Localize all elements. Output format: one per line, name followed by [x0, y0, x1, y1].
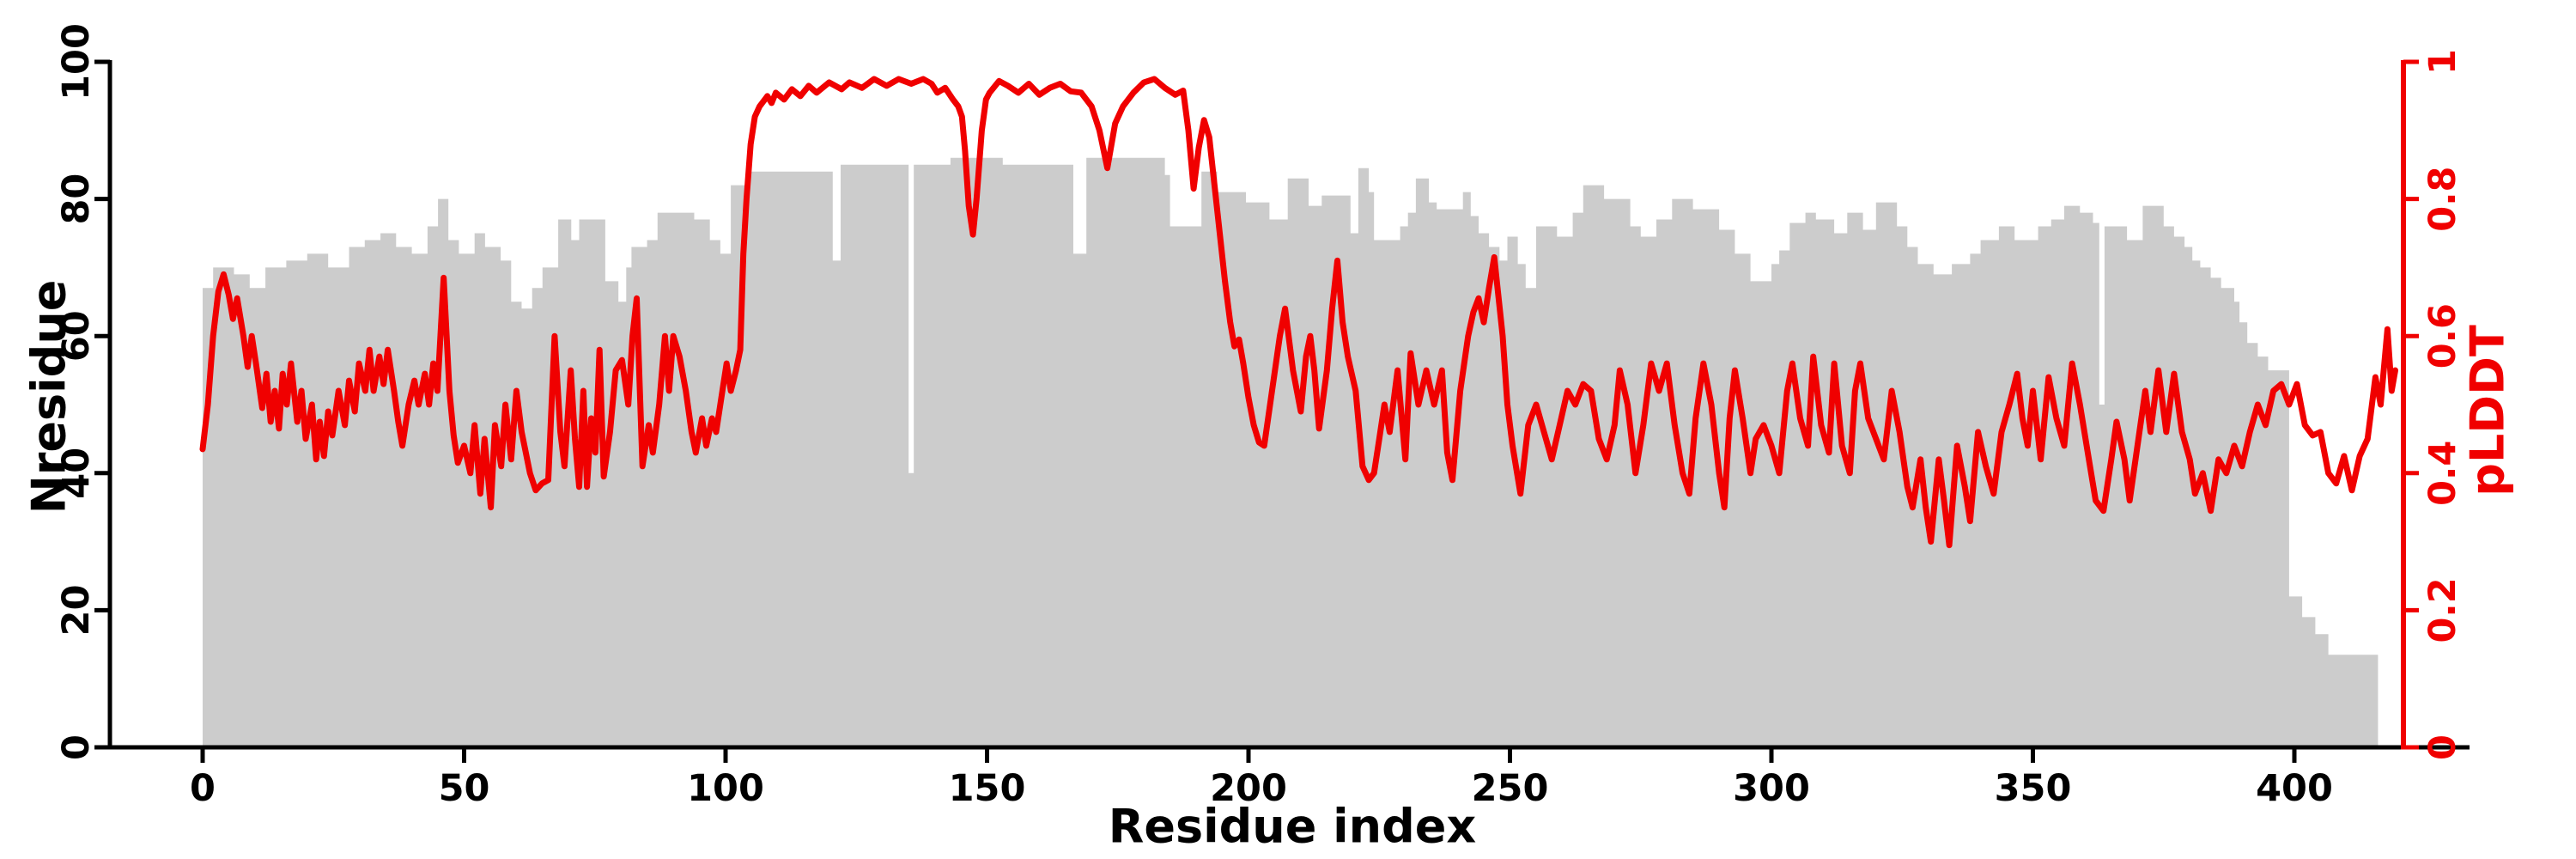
y-axis-title-left: Nresidue	[21, 279, 76, 515]
x-axis-title: Residue index	[1108, 799, 1477, 854]
y-axis-left-tick-label: 40	[55, 448, 98, 499]
bars-series-nresidue	[203, 157, 2379, 747]
y-axis-title-right: pLDDT	[2460, 325, 2515, 497]
x-axis-tick-label: 0	[190, 767, 216, 810]
y-axis-left-tick-label: 20	[55, 584, 98, 636]
y-axis-left-tick-label: 60	[55, 310, 98, 362]
y-axis-left-tick-label: 100	[55, 23, 98, 101]
x-axis-tick-label: 300	[1733, 767, 1810, 810]
y-axis-right-tick-label: 0.6	[2421, 303, 2464, 369]
y-axis-left-tick-label: 0	[55, 734, 98, 760]
x-axis-tick-label: 100	[687, 767, 764, 810]
x-axis-tick-label: 200	[1210, 767, 1287, 810]
x-axis-tick-label: 250	[1472, 767, 1549, 810]
x-axis-tick-label: 150	[949, 767, 1026, 810]
y-axis-right-tick-label: 0.4	[2421, 441, 2464, 506]
y-axis-right-tick-label: 0	[2421, 734, 2464, 760]
y-axis-right-tick-label: 0.8	[2421, 167, 2464, 232]
y-axis-left-tick-label: 80	[55, 174, 98, 225]
y-axis-right-tick-label: 0.2	[2421, 577, 2464, 643]
plddt-line	[199, 76, 2398, 549]
x-axis-tick-label: 400	[2256, 767, 2333, 810]
x-axis-tick-label: 50	[439, 767, 490, 810]
x-axis-tick-label: 350	[1995, 767, 2072, 810]
y-axis-right-tick-label: 1	[2421, 49, 2464, 75]
